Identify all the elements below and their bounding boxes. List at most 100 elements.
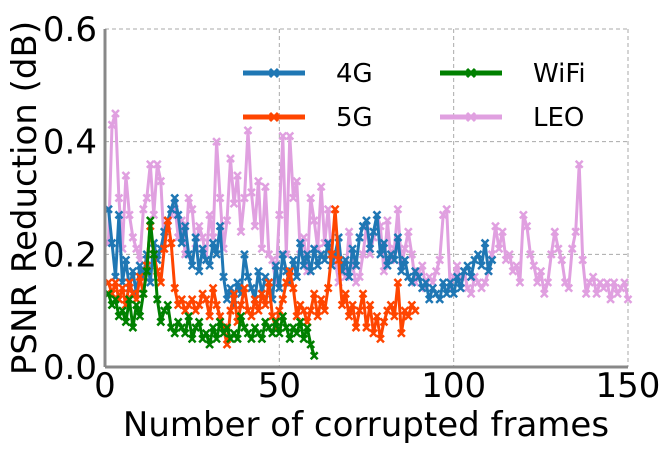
data-point-marker — [278, 131, 288, 141]
data-point-marker — [247, 311, 256, 321]
data-point-marker — [313, 261, 323, 270]
data-point-marker — [114, 193, 124, 203]
data-point-marker — [407, 249, 417, 259]
data-point-marker — [222, 295, 232, 304]
data-point-marker — [351, 278, 361, 287]
data-point-marker — [532, 278, 542, 287]
data-point-marker — [288, 323, 298, 332]
data-point-marker — [145, 159, 155, 169]
data-point-marker — [316, 249, 326, 259]
data-point-marker — [145, 216, 155, 225]
data-point-marker — [208, 323, 218, 332]
x-tick-label: 150 — [596, 366, 661, 406]
data-point-marker — [334, 255, 343, 265]
data-point-marker — [254, 266, 263, 276]
data-point-marker — [400, 255, 410, 265]
data-point-marker — [264, 323, 274, 332]
data-point-marker — [135, 272, 145, 282]
data-point-marker — [306, 306, 316, 316]
data-point-marker — [198, 289, 208, 299]
data-point-marker — [215, 317, 225, 327]
data-point-marker — [522, 221, 532, 231]
data-point-marker — [285, 131, 295, 141]
data-point-marker — [292, 328, 302, 338]
data-point-marker — [295, 238, 305, 248]
legend-marker — [268, 111, 280, 123]
data-point-marker — [341, 289, 350, 299]
data-point-marker — [449, 289, 459, 299]
data-point-marker — [299, 233, 309, 242]
data-point-marker — [215, 221, 225, 231]
data-point-marker — [417, 261, 427, 270]
data-point-marker — [163, 300, 173, 310]
data-point-marker — [536, 266, 546, 276]
data-point-marker — [226, 334, 235, 344]
data-point-marker — [205, 210, 214, 220]
data-point-marker — [173, 317, 183, 327]
data-point-marker — [288, 193, 298, 203]
data-point-marker — [407, 300, 417, 310]
data-point-marker — [219, 328, 228, 338]
data-point-marker — [588, 272, 598, 282]
data-point-marker — [505, 249, 514, 259]
data-point-marker — [491, 221, 500, 231]
data-point-marker — [107, 300, 117, 310]
data-point-marker — [438, 210, 448, 220]
data-point-marker — [107, 238, 117, 248]
data-point-marker — [494, 244, 504, 254]
data-point-marker — [229, 199, 239, 209]
data-point-marker — [302, 249, 312, 259]
data-point-marker — [344, 227, 354, 237]
data-point-marker — [613, 289, 622, 299]
data-point-marker — [152, 295, 162, 304]
data-point-marker — [191, 306, 201, 316]
data-point-marker — [557, 255, 567, 265]
data-point-marker — [379, 317, 389, 327]
data-point-marker — [233, 278, 242, 287]
data-point-marker — [236, 227, 246, 237]
data-point-marker — [407, 278, 417, 287]
data-point-marker — [473, 249, 483, 259]
data-point-marker — [592, 289, 602, 299]
data-point-marker — [250, 221, 260, 231]
data-point-marker — [376, 249, 385, 259]
data-point-marker — [180, 306, 190, 316]
data-point-marker — [553, 244, 563, 254]
data-point-marker — [560, 278, 570, 287]
data-point-marker — [477, 261, 486, 270]
data-point-marker — [344, 272, 354, 282]
data-point-marker — [445, 278, 455, 287]
data-point-marker — [372, 311, 382, 321]
data-point-marker — [278, 249, 288, 259]
data-point-marker — [125, 278, 134, 287]
data-point-marker — [240, 283, 249, 293]
data-point-marker — [243, 126, 253, 135]
data-point-marker — [309, 289, 319, 299]
data-point-marker — [107, 120, 117, 130]
data-point-marker — [208, 238, 218, 248]
data-point-marker — [403, 311, 413, 321]
data-point-marker — [278, 311, 288, 321]
data-point-marker — [376, 334, 385, 344]
data-point-marker — [508, 266, 518, 276]
data-point-marker — [362, 216, 371, 225]
data-point-marker — [166, 204, 176, 214]
data-point-marker — [264, 278, 274, 287]
data-point-marker — [187, 204, 197, 214]
y-tick-label: 0.0 — [43, 348, 97, 388]
x-tick-label: 0 — [94, 366, 116, 406]
data-point-marker — [393, 233, 403, 242]
data-point-marker — [327, 249, 337, 259]
data-point-marker — [194, 266, 204, 276]
data-point-marker — [595, 278, 605, 287]
data-point-marker — [267, 255, 277, 265]
data-point-marker — [313, 311, 323, 321]
data-point-marker — [421, 278, 431, 287]
data-point-marker — [226, 283, 235, 293]
data-point-marker — [431, 289, 441, 299]
data-point-marker — [410, 306, 420, 316]
data-point-marker — [365, 244, 375, 254]
data-point-marker — [480, 278, 490, 287]
series-4g — [104, 193, 497, 310]
